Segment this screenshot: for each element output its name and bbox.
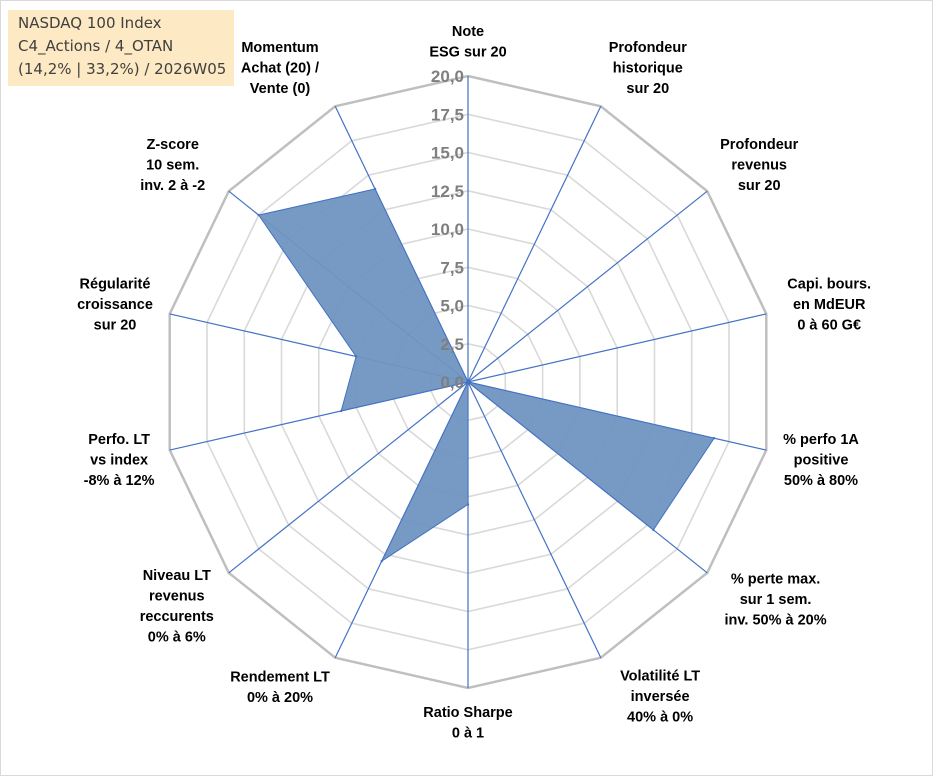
tick-label: 7,5 xyxy=(440,258,464,277)
axis-label: Z-score 10 sem. inv. 2 à -2 xyxy=(140,137,205,194)
axis-label-line: en MdEUR xyxy=(793,297,866,313)
data-point xyxy=(712,437,716,440)
data-point xyxy=(354,355,358,358)
axis-label-line: Z-score xyxy=(147,137,199,153)
axis-label-line: Capi. bours. xyxy=(787,277,871,293)
index-name: NASDAQ 100 Index xyxy=(18,14,162,32)
axis-label-line: Rendement LT xyxy=(230,670,330,686)
axis-label: Note ESG sur 20 xyxy=(429,24,506,61)
data-point xyxy=(652,528,655,532)
portfolio-name: C4_Actions / 4_OTAN xyxy=(18,37,174,55)
axis-label-line: inv. 50% à 20% xyxy=(725,613,827,629)
axis-label-line: sur 1 sem. xyxy=(740,592,812,608)
axis-label-line: Profondeur xyxy=(609,40,687,56)
data-point xyxy=(380,560,383,563)
data-point xyxy=(373,187,377,191)
tick-label: 2,5 xyxy=(440,335,464,354)
tick-label: 20,0 xyxy=(431,67,464,86)
axis-label: Capi. bours. en MdEUR 0 à 60 G€ xyxy=(787,277,871,334)
axis-label-line: Niveau LT xyxy=(143,568,211,584)
axis-label-line: Profondeur xyxy=(720,137,798,153)
series-area xyxy=(257,188,715,563)
axis-spoke xyxy=(467,190,708,383)
axis-label-line: historique xyxy=(613,61,683,77)
axis-label: Profondeur historique sur 20 xyxy=(609,40,687,97)
axis-label-line: Perfo. LT xyxy=(88,432,150,448)
radar-series xyxy=(257,187,716,563)
axis-label-line: -8% à 12% xyxy=(84,473,155,489)
tick-label: 12,5 xyxy=(431,182,464,201)
axis-label-line: % perfo 1A xyxy=(783,432,859,448)
axis-label-line: Vente (0) xyxy=(250,81,311,97)
axis-label-line: 0% à 20% xyxy=(247,690,313,706)
axis-label: Momentum Achat (20) / Vente (0) xyxy=(241,40,319,97)
axis-label-line: Momentum xyxy=(241,40,318,56)
axis-label: % perfo 1A positive 50% à 80% xyxy=(783,432,859,489)
tick-label: 10,0 xyxy=(431,220,464,239)
axis-label-line: sur 20 xyxy=(94,318,137,334)
axis-label: % perte max. sur 1 sem. inv. 50% à 20% xyxy=(725,572,827,629)
axis-label-line: 40% à 0% xyxy=(627,710,693,726)
axis-label-line: % perte max. xyxy=(731,572,820,588)
axis-label-line: Volatilité LT xyxy=(620,669,700,685)
tick-label: 5,0 xyxy=(440,297,464,316)
axis-label-line: Note xyxy=(452,24,484,40)
axis-label: Perfo. LT vs index -8% à 12% xyxy=(84,432,155,489)
axis-spoke xyxy=(228,381,469,574)
axis-label-line: sur 20 xyxy=(626,81,669,97)
axis-label-line: inv. 2 à -2 xyxy=(140,178,205,194)
axis-label-line: Achat (20) / xyxy=(241,61,319,77)
data-point xyxy=(340,409,343,413)
axis-label-line: sur 20 xyxy=(738,178,781,194)
axis-label: Ratio Sharpe 0 à 1 xyxy=(423,705,512,742)
performance-week: (14,2% | 33,2%) / 2026W05 xyxy=(18,60,227,78)
axis-label: Niveau LT revenus reccurents 0% à 6% xyxy=(140,568,214,646)
axis-spoke xyxy=(467,313,767,383)
tick-label: 17,5 xyxy=(431,105,464,124)
data-point xyxy=(466,380,470,384)
axis-label-line: 0 à 1 xyxy=(452,726,484,742)
axis-spoke xyxy=(467,381,602,658)
axis-label-line: croissance xyxy=(77,297,153,313)
axis-label-line: revenus xyxy=(149,588,205,604)
data-point xyxy=(466,503,470,506)
axis-label-line: 0% à 6% xyxy=(148,629,206,645)
axis-label-line: ESG sur 20 xyxy=(429,45,506,61)
axis-label-line: 50% à 80% xyxy=(784,473,858,489)
axis-label-line: Régularité xyxy=(80,277,151,293)
tick-label: 0,0 xyxy=(440,373,464,392)
axis-label-line: revenus xyxy=(731,157,787,173)
axis-label-line: reccurents xyxy=(140,609,214,625)
axis-spoke xyxy=(467,106,602,383)
info-box: NASDAQ 100 Index C4_Actions / 4_OTAN (14… xyxy=(8,10,234,86)
axis-label: Profondeur revenus sur 20 xyxy=(720,137,798,194)
axis-label-line: positive xyxy=(794,452,849,468)
axis-label: Volatilité LT inversée 40% à 0% xyxy=(620,669,700,726)
axis-label-line: Ratio Sharpe xyxy=(423,705,512,721)
axis-label-line: 10 sem. xyxy=(146,157,199,173)
axis-label-line: inversée xyxy=(631,689,690,705)
axis-label: Rendement LT 0% à 20% xyxy=(230,670,330,707)
data-point xyxy=(257,213,260,217)
radar-tick-labels: 0,0 2,5 5,0 7,5 10,0 12,5 15,0 17,5 20,0 xyxy=(431,67,464,392)
axis-label-line: 0 à 60 G€ xyxy=(797,318,861,334)
radar-axis-labels: Note ESG sur 20 Profondeur historique sur 20… xyxy=(77,24,871,742)
axis-label-line: vs index xyxy=(90,452,148,468)
tick-label: 15,0 xyxy=(431,144,464,163)
axis-label: Régularité croissance sur 20 xyxy=(77,277,153,334)
